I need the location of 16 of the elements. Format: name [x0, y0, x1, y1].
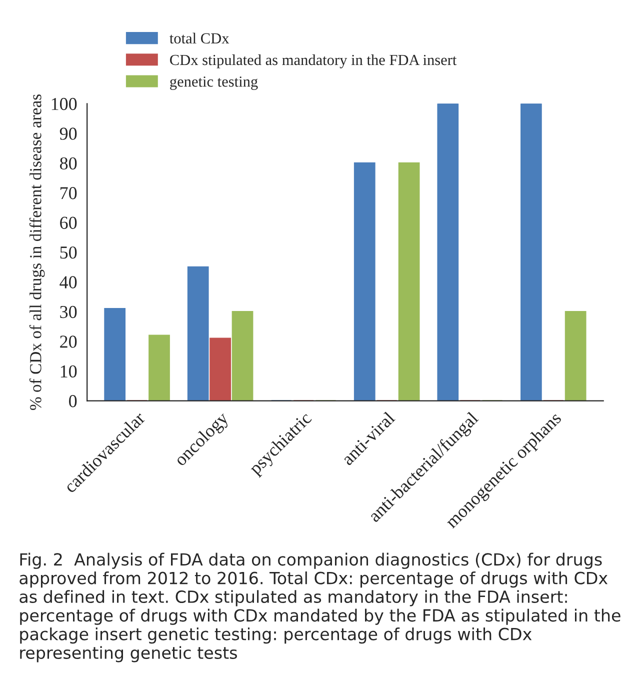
- y-tick-label: 40: [60, 276, 77, 288]
- y-tick-label: 10: [60, 365, 77, 378]
- legend-label: genetic testing: [170, 76, 258, 90]
- y-axis-title: % of CDx of all drugs in different disease areas: [29, 94, 45, 410]
- y-tick-label: 0: [69, 395, 77, 408]
- legend-label: total CDx: [170, 32, 230, 44]
- y-tick-label: 90: [60, 128, 77, 140]
- caption: Fig. 2 Analysis of FDA data on companion diagnostics (CDx) for drugs approved from 2012 to 2016. Total CDx: percentage of drugs with CDx as defined in text. CDx stipulated as mandatory in the FDA insert: percentage of drugs with CDx mandated by the FDA as stipulated in the package insert genetic testing: percentage of drugs with CDx representing genetic tests: [20, 552, 620, 662]
- y-tick-label: 60: [60, 216, 77, 229]
- legend-label: CDx stipulated as mandatory in the FDA insert: [170, 54, 457, 68]
- y-tick-label: 30: [60, 306, 77, 318]
- y-tick-label: 80: [60, 157, 77, 170]
- y-tick-label: 20: [60, 336, 77, 348]
- y-tick-label: 50: [60, 246, 77, 259]
- y-tick-label: 70: [60, 187, 77, 200]
- y-tick-label: 100: [52, 98, 77, 110]
